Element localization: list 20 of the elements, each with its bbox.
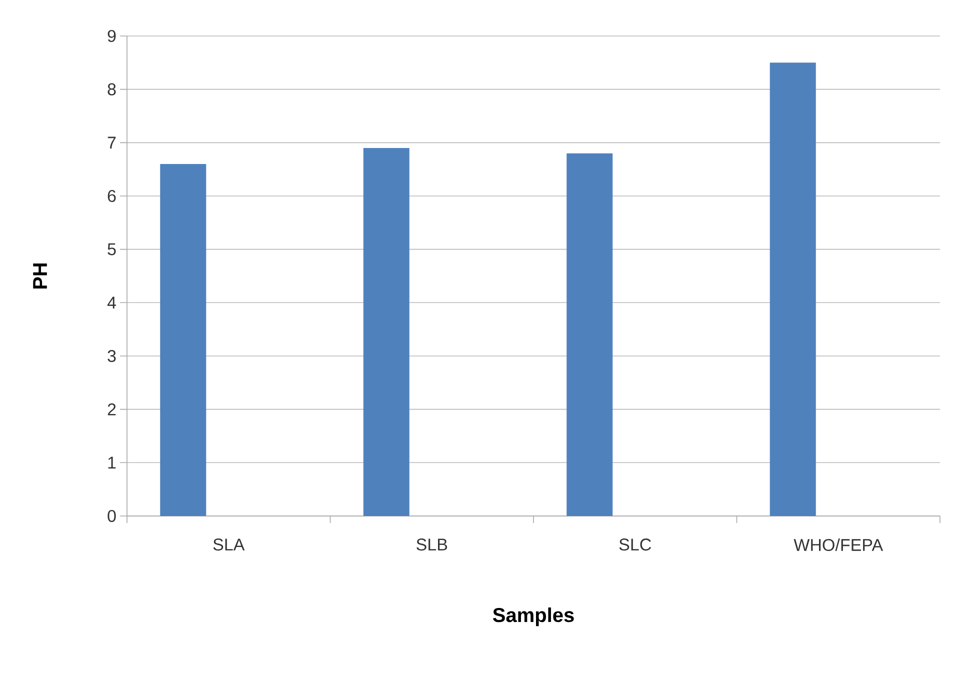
- y-tick-label: 1: [108, 456, 116, 469]
- y-tick-label: 9: [108, 30, 116, 42]
- y-tick-label: 2: [108, 403, 116, 416]
- y-tick-label: 4: [107, 296, 116, 309]
- y-tick-label: 6: [108, 190, 116, 202]
- x-tick-label: SLB: [416, 538, 448, 551]
- y-tick-label: 7: [108, 136, 116, 149]
- y-tick-label: 8: [108, 83, 116, 96]
- x-tick-label: SLA: [213, 538, 245, 551]
- y-tick-label: 0: [108, 510, 116, 522]
- y-axis-title: PH: [33, 263, 47, 289]
- bar: [363, 148, 410, 516]
- y-tick-label: 3: [108, 350, 116, 362]
- x-axis-title: Samples: [492, 607, 574, 626]
- bar: [566, 153, 613, 516]
- x-tick-label: SLC: [619, 538, 652, 551]
- y-tick-label: 5: [108, 243, 116, 256]
- x-tick-label: WHO/FEPA: [794, 538, 884, 552]
- bar: [160, 164, 206, 516]
- bar: [770, 62, 816, 516]
